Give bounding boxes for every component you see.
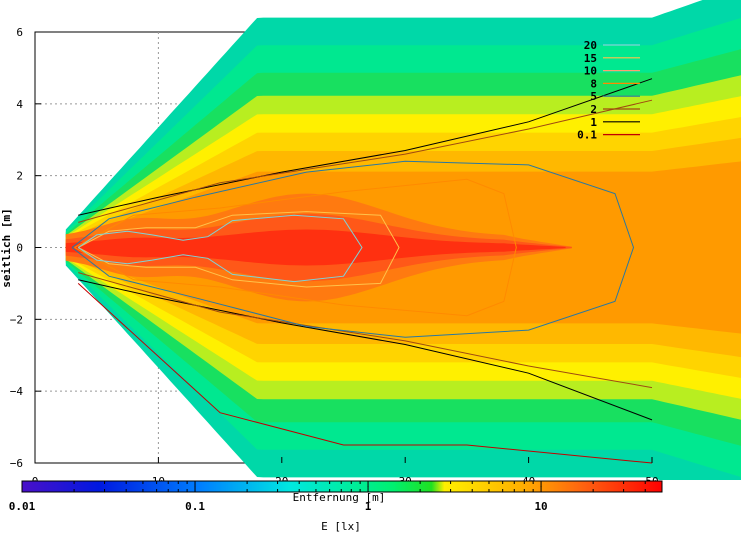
y-tick-label: 6: [16, 26, 23, 39]
legend-label-0.1: 0.1: [577, 129, 597, 142]
y-axis-label: seitlich [m]: [0, 208, 13, 287]
legend-label-20: 20: [584, 39, 597, 52]
colorbar: 0.01 0.1 1 10 E [lx]: [9, 480, 663, 533]
legend-label-8: 8: [590, 77, 597, 90]
contour-1-2: [78, 279, 653, 421]
contour-2-3: [78, 99, 653, 223]
legend-label-2: 2: [590, 103, 597, 116]
legend-label-1: 1: [590, 116, 597, 129]
legend-label-5: 5: [590, 90, 597, 103]
field-band-10: [65, 229, 566, 266]
y-tick-label: 2: [16, 170, 23, 183]
colorbar-tick-label: 0.01: [9, 500, 36, 513]
colorbar-tick-label: 0.1: [185, 500, 205, 513]
colorbar-label: E [lx]: [321, 520, 361, 533]
contour-8-6: [74, 178, 517, 317]
contour-1-1: [78, 78, 653, 216]
y-tick-label: −2: [10, 313, 23, 326]
colorbar-tick-label: 1: [365, 500, 372, 513]
y-tick-label: 0: [16, 242, 23, 255]
y-tick-label: −4: [10, 385, 24, 398]
contour-5-5: [71, 160, 635, 338]
y-tick-label: −6: [10, 457, 23, 470]
contour-lines: [71, 78, 653, 464]
colorbar-gradient: [21, 480, 663, 493]
contour-2-4: [78, 272, 653, 389]
contour-15-7: [77, 211, 400, 288]
contour-20-8: [77, 214, 363, 283]
illuminance-field: [65, 0, 741, 480]
colorbar-ticks: 0.01 0.1 1 10: [9, 481, 663, 513]
legend-label-15: 15: [584, 52, 597, 65]
x-axis-label: Entfernung [m]: [293, 491, 386, 504]
y-tick-label: 4: [16, 98, 23, 111]
colorbar-tick-label: 10: [534, 500, 547, 513]
legend-label-10: 10: [584, 65, 597, 78]
contour-0.1-0: [77, 283, 653, 464]
